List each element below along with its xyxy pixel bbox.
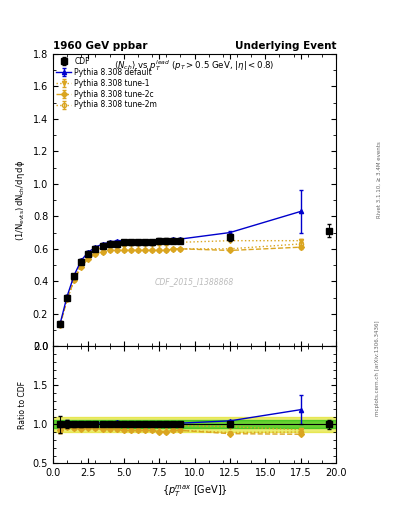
Bar — [53, 420, 336, 428]
X-axis label: $\{p_T^{max}$ [GeV]$\}$: $\{p_T^{max}$ [GeV]$\}$ — [162, 484, 228, 499]
Y-axis label: $\mathsf{(1/N_{evts})\,dN_{ch}/d\eta\,d\phi}$: $\mathsf{(1/N_{evts})\,dN_{ch}/d\eta\,d\… — [14, 160, 27, 241]
Text: CDF_2015_I1388868: CDF_2015_I1388868 — [155, 278, 234, 287]
Text: 1960 GeV ppbar: 1960 GeV ppbar — [53, 41, 147, 51]
Text: Rivet 3.1.10, ≥ 3.4M events: Rivet 3.1.10, ≥ 3.4M events — [377, 141, 382, 218]
Legend: CDF, Pythia 8.308 default, Pythia 8.308 tune-1, Pythia 8.308 tune-2c, Pythia 8.3: CDF, Pythia 8.308 default, Pythia 8.308 … — [55, 55, 159, 111]
Text: mcplots.cern.ch [arXiv:1306.3436]: mcplots.cern.ch [arXiv:1306.3436] — [375, 321, 380, 416]
Bar — [53, 417, 336, 432]
Text: $\langle N_{ch}\rangle$ vs $p_T^{lead}$ ($p_T > 0.5$ GeV, $|\eta| < 0.8$): $\langle N_{ch}\rangle$ vs $p_T^{lead}$ … — [114, 58, 275, 73]
Y-axis label: Ratio to CDF: Ratio to CDF — [18, 381, 27, 429]
Text: Underlying Event: Underlying Event — [235, 41, 336, 51]
